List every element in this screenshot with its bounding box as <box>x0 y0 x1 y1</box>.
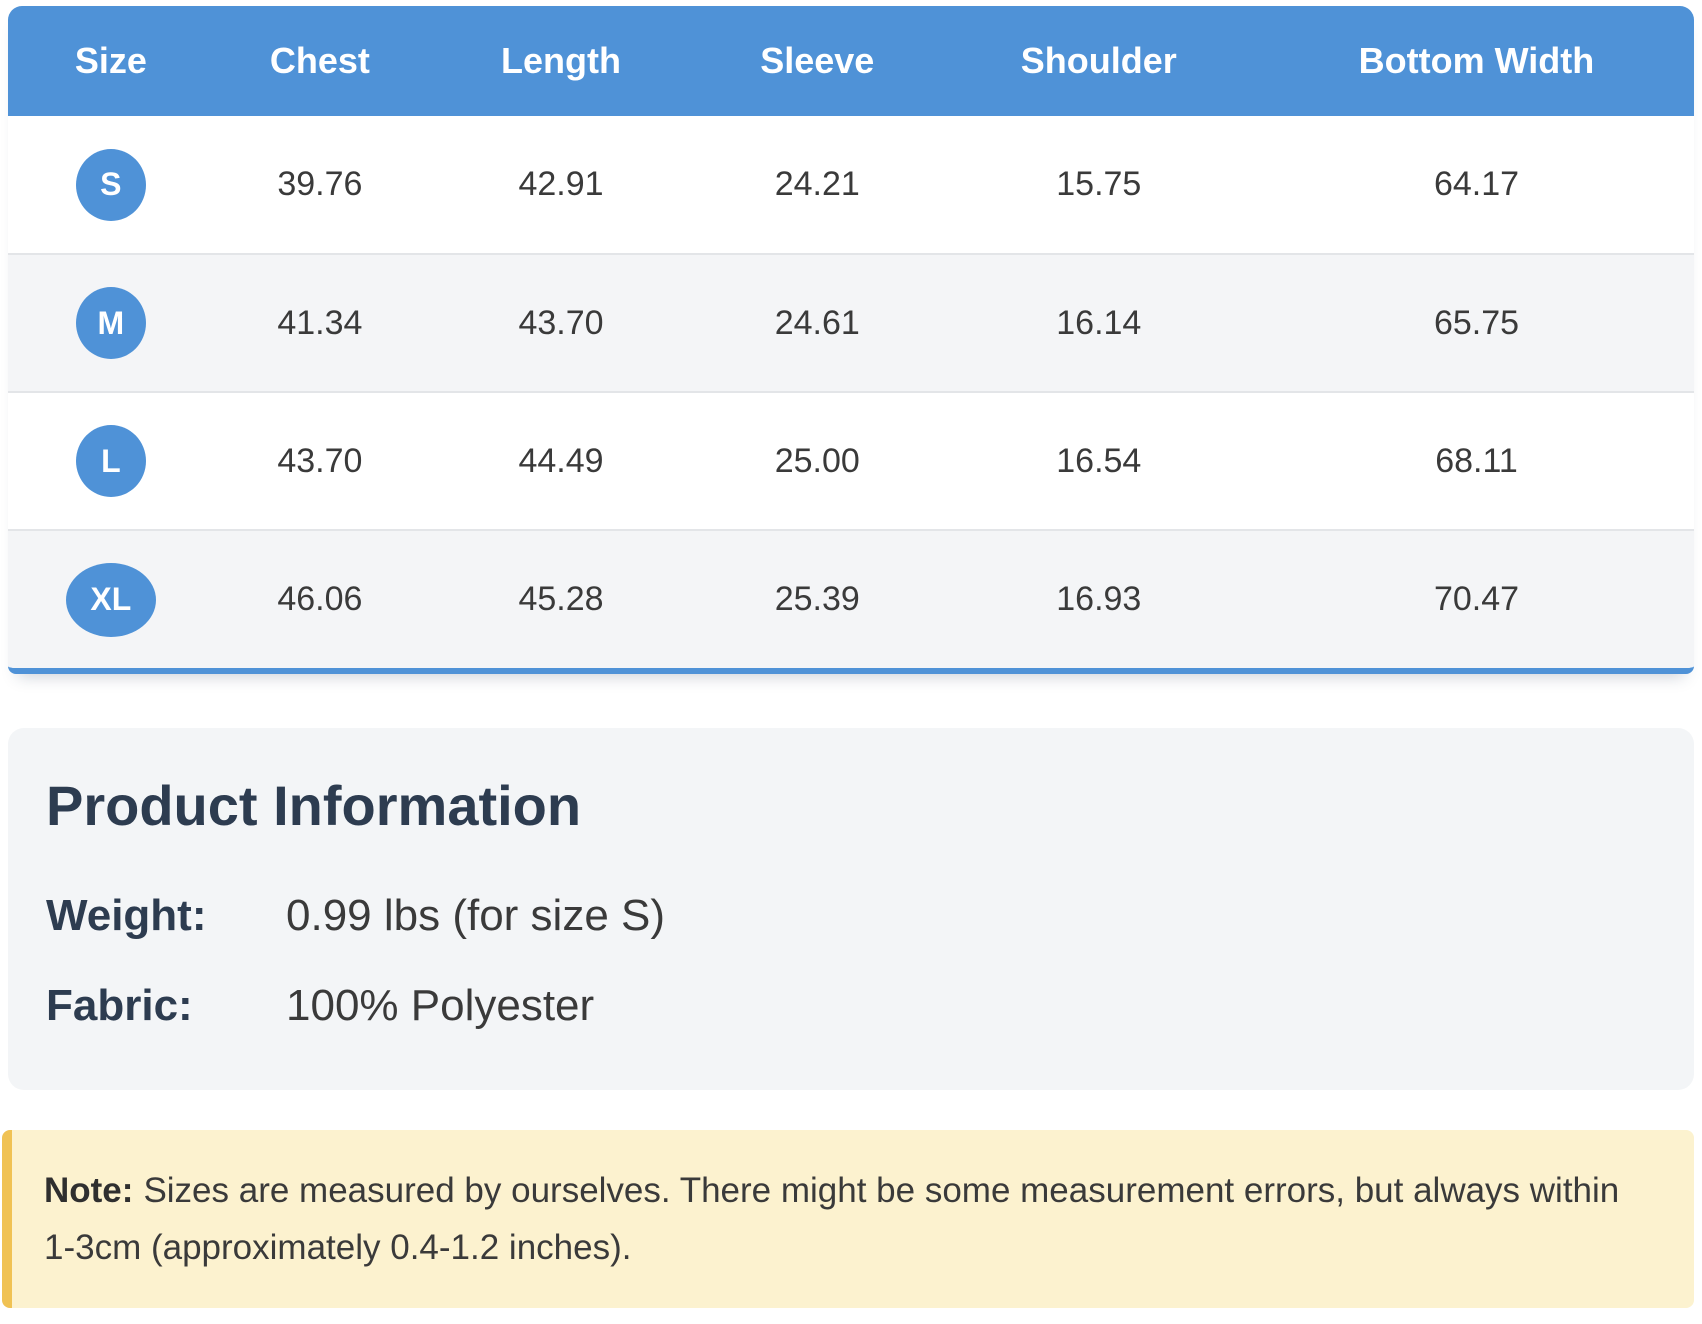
size-badge-s: S <box>75 148 146 221</box>
column-header-size: Size <box>8 6 214 116</box>
measurement-note: Note: Sizes are measured by ourselves. Th… <box>2 1130 1694 1308</box>
weight-value: 0.99 lbs (for size S) <box>286 891 666 940</box>
column-header-shoulder: Shoulder <box>938 6 1259 116</box>
note-text: Sizes are measured by ourselves. There m… <box>44 1171 1620 1267</box>
size-chart: Size Chest Length Sleeve Shoulder Bottom… <box>8 6 1694 674</box>
measurement-cell: 43.70 <box>213 391 427 530</box>
product-information-card: Product Information Weight: 0.99 lbs (fo… <box>8 728 1694 1090</box>
fabric-value: 100% Polyester <box>286 981 595 1030</box>
size-badge-l: L <box>75 425 146 497</box>
measurement-cell: 25.00 <box>695 391 939 530</box>
info-row-weight: Weight: 0.99 lbs (for size S) <box>46 888 1654 944</box>
column-header-sleeve: Sleeve <box>695 6 939 116</box>
size-chart-header: Size Chest Length Sleeve Shoulder Bottom… <box>8 6 1694 116</box>
fabric-label: Fabric: <box>46 981 193 1030</box>
measurement-cell: 65.75 <box>1258 253 1694 392</box>
measurement-cell: 45.28 <box>426 529 696 668</box>
measurement-cell: 16.14 <box>938 253 1259 392</box>
info-row-fabric: Fabric: 100% Polyester <box>46 978 1654 1034</box>
measurement-cell: 24.21 <box>695 116 939 254</box>
measurement-cell: 64.17 <box>1258 116 1694 254</box>
header-row: Size Chest Length Sleeve Shoulder Bottom… <box>8 6 1694 116</box>
measurement-cell: 46.06 <box>213 529 427 668</box>
table-row-m: M 41.34 43.70 24.61 16.14 65.75 <box>8 253 1694 392</box>
column-header-chest: Chest <box>213 6 427 116</box>
measurement-cell: 68.11 <box>1258 391 1694 530</box>
measurement-cell: 41.34 <box>213 253 427 392</box>
measurement-cell: 25.39 <box>695 529 939 668</box>
note-label: Note: <box>44 1171 134 1210</box>
product-information-title: Product Information <box>46 774 582 837</box>
measurement-cell: 39.76 <box>213 116 427 254</box>
column-header-length: Length <box>426 6 696 116</box>
measurement-cell: 24.61 <box>695 253 939 392</box>
size-badge-m: M <box>75 287 146 359</box>
weight-label: Weight: <box>46 891 207 940</box>
measurement-cell: 44.49 <box>426 391 696 530</box>
size-chart-table: Size Chest Length Sleeve Shoulder Bottom… <box>8 6 1694 668</box>
table-row-s: S 39.76 42.91 24.21 15.75 64.17 <box>8 116 1694 254</box>
column-header-bottom-width: Bottom Width <box>1258 6 1694 116</box>
measurement-cell: 42.91 <box>426 116 696 254</box>
size-badge-xl: XL <box>65 562 156 637</box>
measurement-cell: 70.47 <box>1258 529 1694 668</box>
measurement-cell: 15.75 <box>938 116 1259 254</box>
table-row-l: L 43.70 44.49 25.00 16.54 68.11 <box>8 391 1694 530</box>
table-row-xl: XL 46.06 45.28 25.39 16.93 70.47 <box>8 529 1694 668</box>
measurement-cell: 16.93 <box>938 529 1259 668</box>
measurement-cell: 16.54 <box>938 391 1259 530</box>
measurement-cell: 43.70 <box>426 253 696 392</box>
